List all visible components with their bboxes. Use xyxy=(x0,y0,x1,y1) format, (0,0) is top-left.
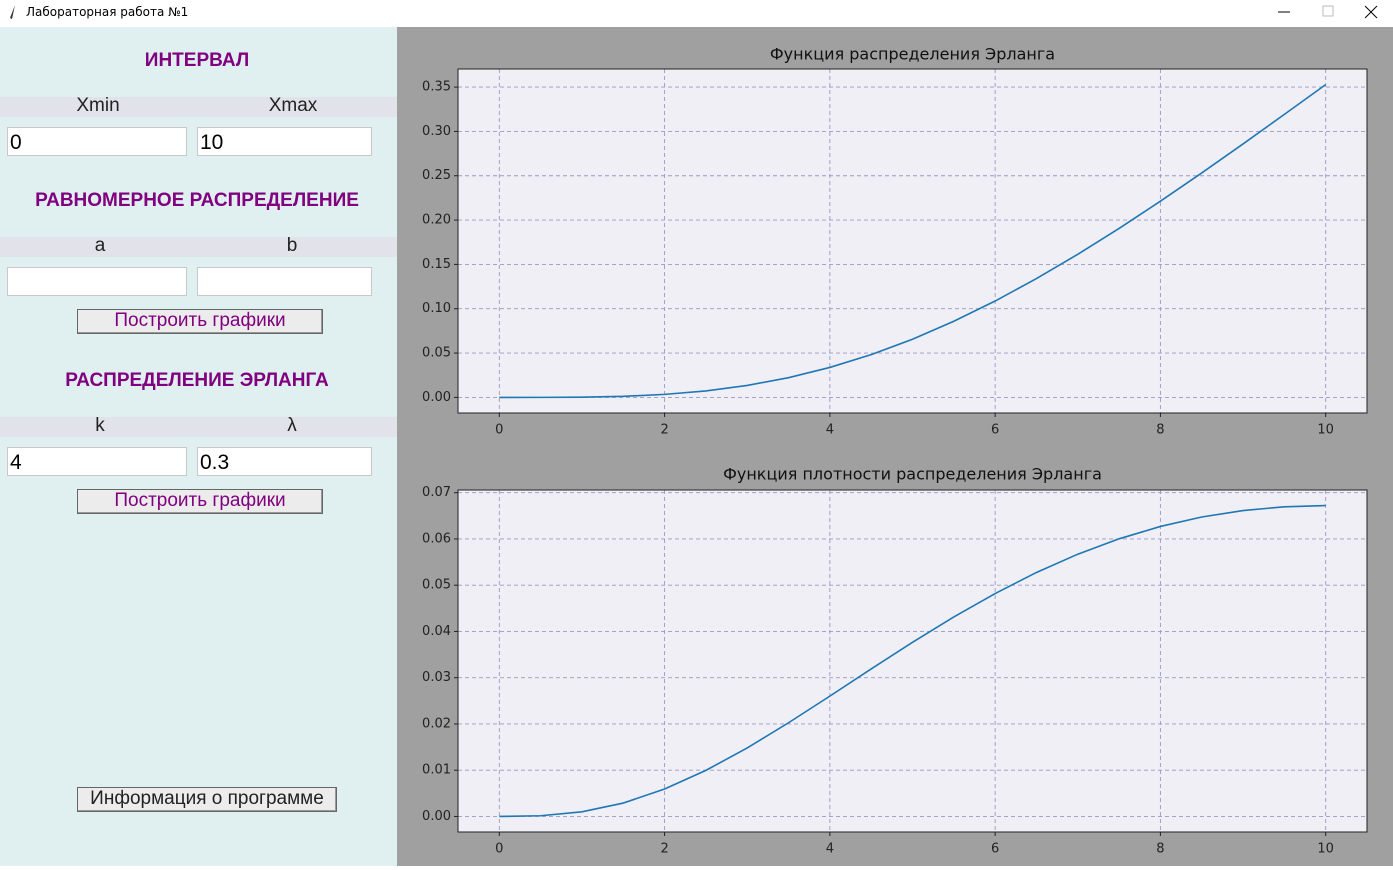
label: k xyxy=(95,415,105,436)
label: λ xyxy=(287,415,297,436)
window-title: Лабораторная работа №1 xyxy=(26,5,189,19)
x-tick-label: 0 xyxy=(495,423,503,438)
plot-button[interactable]: Построить графики xyxy=(77,309,323,334)
x-tick-label: 4 xyxy=(826,842,834,857)
x-tick-label: 4 xyxy=(826,423,834,438)
window-controls[interactable] xyxy=(1260,0,1393,27)
title-bar: Лабораторная работа №1 xyxy=(0,0,1393,27)
y-tick-label: 0.35 xyxy=(422,80,451,95)
charts: Функция распределения Эрланга 0 2 4 6 8 10 0.00… xyxy=(422,45,1368,857)
x-tick-label: 8 xyxy=(1156,842,1164,857)
label: Xmax xyxy=(268,95,318,116)
label-strip: k λ xyxy=(0,415,397,437)
label: Xmin xyxy=(76,95,120,116)
app-icon xyxy=(10,5,15,19)
interval-heading: ИНТЕРВАЛ xyxy=(144,50,250,71)
x-tick-label: 2 xyxy=(660,423,668,438)
plot-button[interactable]: Построить графики xyxy=(77,489,323,514)
label-strip: Xmin Xmax xyxy=(0,95,397,117)
x-tick-label: 10 xyxy=(1317,842,1334,857)
chart-title: Функция распределения Эрланга xyxy=(770,45,1055,64)
axes-frame xyxy=(457,489,1368,833)
label: b xyxy=(286,235,298,256)
y-tick-label: 0.00 xyxy=(422,390,451,405)
data-line xyxy=(499,83,1327,399)
text-input[interactable] xyxy=(197,267,372,296)
y-tick-label: 0.25 xyxy=(422,168,451,183)
info-button[interactable]: Информация о программе xyxy=(77,787,337,812)
y-tick-label: 0.05 xyxy=(422,578,451,593)
data-line xyxy=(499,504,1326,818)
text-input[interactable] xyxy=(7,267,187,296)
x-tick-label: 0 xyxy=(495,842,503,857)
plot-area: Функция распределения Эрланга 0 2 4 6 8 10 0.00… xyxy=(397,27,1393,866)
y-tick-label: 0.20 xyxy=(422,213,451,228)
x-tick-label: 10 xyxy=(1317,423,1334,438)
control-panel: ИНТЕРВАЛ Xmin Xmax 0 10 РАВНОМЕРНОЕ РАСП… xyxy=(0,27,397,866)
erlang-heading: РАСПРЕДЕЛЕНИЕ ЭРЛАНГА xyxy=(65,370,329,391)
label: a xyxy=(94,235,106,256)
text-input[interactable]: 4 xyxy=(7,447,187,476)
y-tick-label: 0.02 xyxy=(422,716,451,731)
y-tick-label: 0.30 xyxy=(422,124,451,139)
y-tick-label: 0.15 xyxy=(422,257,451,272)
uniform-heading: РАВНОМЕРНОЕ РАСПРЕДЕЛЕНИЕ xyxy=(35,190,359,211)
y-tick-label: 0.05 xyxy=(422,346,451,361)
y-tick-label: 0.10 xyxy=(422,301,451,316)
text-input[interactable]: 10 xyxy=(197,127,372,156)
x-tick-label: 8 xyxy=(1156,423,1164,438)
x-tick-label: 2 xyxy=(660,842,668,857)
chart-title: Функция плотности распределения Эрланга xyxy=(723,465,1102,484)
y-tick-label: 0.07 xyxy=(422,485,451,500)
y-tick-label: 0.03 xyxy=(422,670,451,685)
y-tick-label: 0.00 xyxy=(422,809,451,824)
axes-frame xyxy=(457,68,1368,414)
text-input[interactable]: 0.3 xyxy=(197,447,372,476)
y-tick-label: 0.04 xyxy=(422,624,451,639)
axes-background xyxy=(458,490,1367,832)
text-input[interactable]: 0 xyxy=(7,127,187,156)
label-strip: a b xyxy=(0,235,397,257)
y-tick-label: 0.06 xyxy=(422,531,451,546)
axes-background xyxy=(458,69,1367,413)
x-tick-label: 6 xyxy=(991,842,999,857)
y-tick-label: 0.01 xyxy=(422,763,451,778)
x-tick-label: 6 xyxy=(991,423,999,438)
